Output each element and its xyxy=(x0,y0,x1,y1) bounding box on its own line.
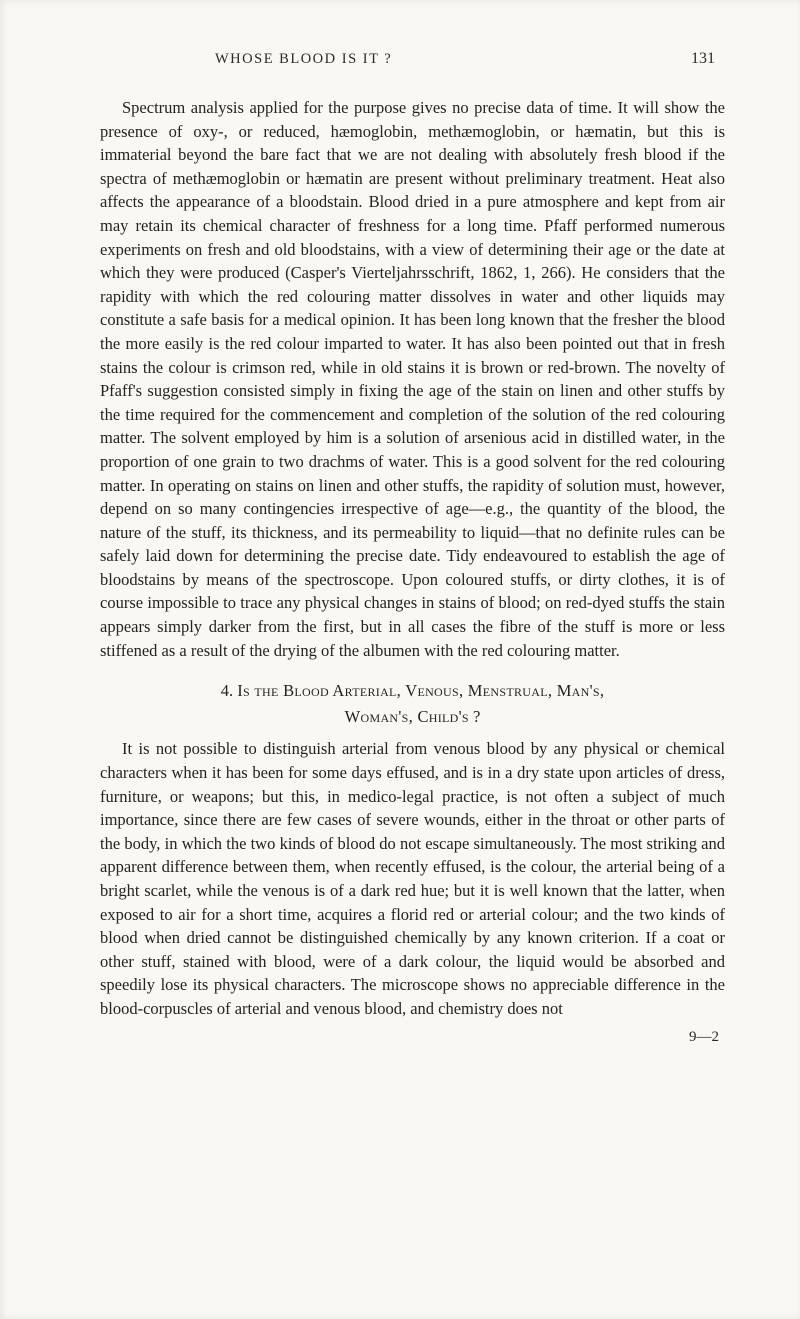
section-heading: 4. Is the Blood Arterial, Venous, Menstr… xyxy=(100,678,725,729)
running-head: WHOSE BLOOD IS IT ? xyxy=(215,51,392,68)
heading-line-2: Woman's, Child's xyxy=(345,707,469,726)
book-page: WHOSE BLOOD IS IT ? 131 Spectrum analysi… xyxy=(0,0,800,1319)
heading-line-1: Is the Blood Arterial, Venous, Menstrual… xyxy=(237,681,604,700)
page-header: WHOSE BLOOD IS IT ? 131 xyxy=(100,50,725,68)
page-number: 131 xyxy=(691,50,715,68)
page-body: Spectrum analysis applied for the purpos… xyxy=(100,96,725,1048)
heading-number: 4. xyxy=(221,681,238,700)
heading-suffix: ? xyxy=(469,707,480,726)
paragraph-2: It is not possible to distinguish arteri… xyxy=(100,737,725,1020)
signature-mark: 9—2 xyxy=(100,1027,725,1048)
paragraph-1: Spectrum analysis applied for the purpos… xyxy=(100,96,725,662)
